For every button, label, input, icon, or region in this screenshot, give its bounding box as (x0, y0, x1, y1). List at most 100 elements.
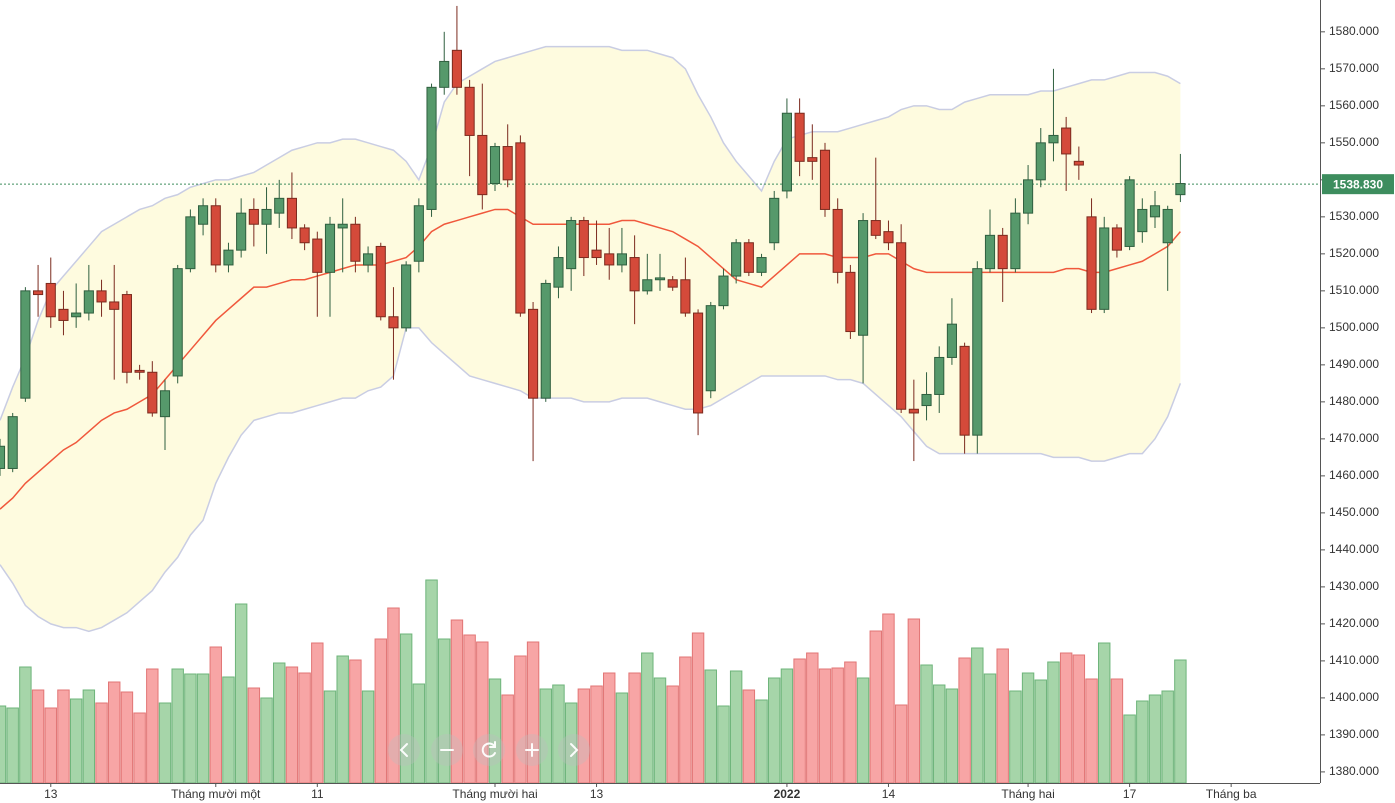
candle-body (807, 157, 818, 162)
x-tick-label: Tháng hai (1001, 787, 1054, 801)
volume-bar (1009, 690, 1022, 784)
volume-bar (552, 684, 565, 784)
candle-body (984, 234, 996, 270)
candle-body (248, 208, 259, 225)
volume-bar (336, 655, 349, 784)
y-tick-label: 1420.000 (1329, 616, 1379, 630)
volume-bar (894, 704, 908, 784)
volume-bar (158, 702, 172, 784)
candle-body (731, 242, 742, 277)
candle-body (1073, 160, 1084, 166)
y-tick-label: 1460.000 (1329, 468, 1379, 482)
reset-button[interactable] (473, 734, 505, 766)
x-tick-label: 11 (311, 787, 324, 801)
candle-body (946, 323, 957, 358)
candle-body (769, 197, 780, 244)
volume-bar (793, 658, 806, 784)
candle-body (972, 268, 983, 436)
candle-body (337, 223, 348, 229)
middle-band-line (0, 208, 1181, 510)
volume-bar (171, 668, 184, 784)
candle-body (439, 60, 450, 88)
volume-bar (958, 657, 971, 784)
candle-body (451, 49, 462, 88)
candle-body (616, 253, 627, 266)
y-tick-label: 1510.000 (1329, 283, 1379, 297)
volume-bar (501, 694, 514, 784)
volume-bar (412, 683, 426, 784)
volume-bar (768, 677, 781, 784)
candle-body (159, 390, 171, 418)
volume-bar (1034, 679, 1047, 784)
candle-body (312, 238, 323, 273)
volume-bar (641, 652, 654, 784)
volume-bar (920, 664, 933, 784)
volume-bar (882, 613, 895, 784)
y-tick-label: 1520.000 (1329, 246, 1379, 260)
volume-bar (209, 646, 222, 784)
volume-bar (996, 648, 1009, 784)
candle-body (71, 312, 82, 318)
candle-body (934, 356, 945, 395)
y-tick-label: 1570.000 (1329, 61, 1379, 75)
candle-body (0, 445, 6, 469)
candle-body (1111, 227, 1122, 251)
candle-body (363, 253, 374, 266)
y-tick-label: 1430.000 (1329, 579, 1379, 593)
volume-bar (1123, 714, 1136, 784)
volume-bar (120, 691, 134, 784)
zoom-out-button[interactable] (431, 734, 463, 766)
y-tick-label: 1480.000 (1329, 394, 1379, 408)
candle-body (794, 112, 805, 162)
volume-bar (983, 673, 997, 784)
volume-bar (184, 673, 197, 784)
candle-body (210, 205, 221, 266)
candle-body (896, 242, 907, 410)
volume-bar (1072, 654, 1086, 784)
volume-bar (82, 689, 96, 784)
candle-body (324, 223, 336, 273)
candle-body (274, 197, 285, 214)
y-tick-label: 1450.000 (1329, 505, 1379, 519)
candle-body (1124, 179, 1135, 247)
scroll-right-button[interactable] (558, 734, 590, 766)
candle-body (388, 316, 399, 329)
candle-body (134, 369, 145, 373)
volume-bar (742, 689, 756, 784)
volume-bar (374, 638, 387, 784)
candle-body (515, 142, 526, 314)
candle-body (705, 305, 716, 392)
scroll-left-button[interactable] (388, 734, 420, 766)
candle-body (540, 282, 551, 399)
volume-bar (146, 668, 159, 784)
candle-body (604, 253, 615, 266)
candle-body (1099, 227, 1110, 310)
last-price-box (1322, 174, 1394, 195)
candle-body (20, 290, 31, 399)
candle-body (413, 205, 424, 262)
candle-body (642, 279, 653, 292)
volume-bar (273, 662, 286, 784)
volume-bar (704, 669, 717, 784)
candle-body (83, 290, 94, 314)
volume-bar (1136, 700, 1149, 784)
volume-bar (1110, 678, 1124, 784)
candle-body (502, 146, 513, 181)
candle-body (528, 308, 539, 399)
candle-body (654, 277, 666, 281)
candle-body (261, 208, 272, 225)
volume-bar (44, 707, 57, 784)
y-tick-label: 1560.000 (1329, 98, 1379, 112)
candle-body (693, 312, 704, 414)
candle-body (718, 275, 729, 307)
zoom-in-button[interactable] (516, 734, 548, 766)
x-tick-label: 13 (590, 787, 604, 801)
candle-body (121, 294, 132, 373)
volume-bar (196, 673, 210, 784)
candle-body (832, 208, 843, 273)
zoom-controls (388, 734, 590, 766)
y-tick-label: 1550.000 (1329, 135, 1379, 149)
volume-bar (679, 656, 692, 784)
y-tick-label: 1530.000 (1329, 209, 1379, 223)
